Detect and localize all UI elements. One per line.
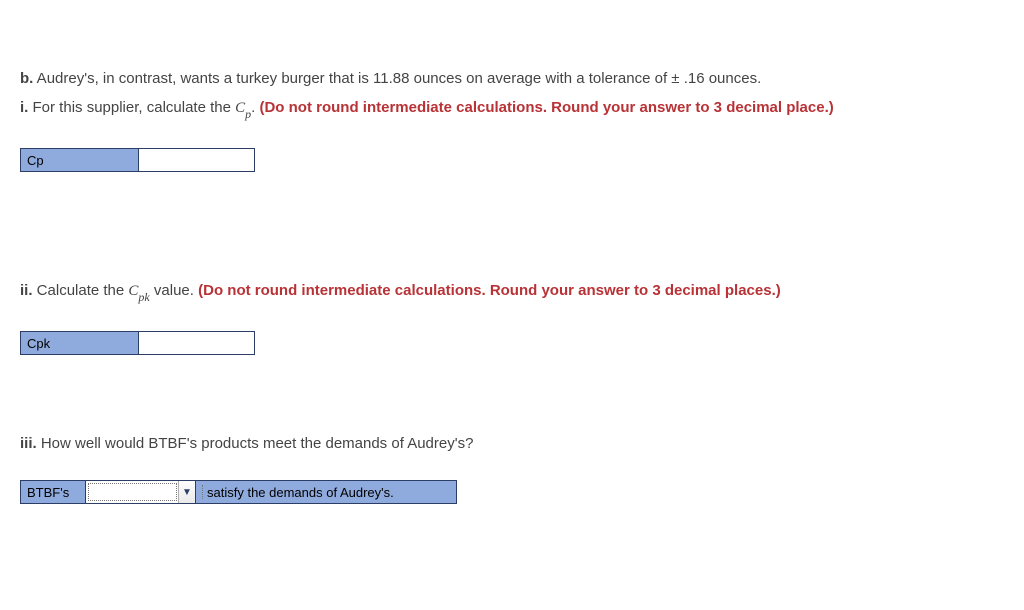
chevron-down-icon: ▼ <box>178 481 195 503</box>
cp-var-base: C <box>235 100 245 116</box>
part-i-text-before: For this supplier, calculate the <box>28 99 235 116</box>
divider <box>202 485 203 499</box>
part-iii-label: iii. <box>20 435 37 452</box>
cpk-input[interactable] <box>139 332 254 354</box>
part-iii-text: How well would BTBF's products meet the … <box>37 435 474 452</box>
spacer <box>20 172 1004 282</box>
part-b-intro: b. Audrey's, in contrast, wants a turkey… <box>20 70 1004 87</box>
cp-answer-row: Cp <box>20 148 255 172</box>
btbf-label: BTBF's <box>21 481 86 503</box>
part-ii-text-before: Calculate the <box>33 282 129 299</box>
cp-var-sub: p <box>245 107 251 121</box>
part-ii-prompt: ii. Calculate the Cpk value. (Do not rou… <box>20 282 1004 303</box>
cpk-var-base: C <box>128 283 138 299</box>
btbf-tail: satisfy the demands of Audrey's. <box>196 481 456 503</box>
part-ii-label: ii. <box>20 282 33 299</box>
cpk-answer-cell <box>139 332 254 354</box>
cp-answer-cell <box>139 149 254 171</box>
spacer <box>20 355 1004 435</box>
part-ii-instruction: (Do not round intermediate calculations.… <box>194 282 781 299</box>
part-i-prompt: i. For this supplier, calculate the Cp. … <box>20 99 1004 120</box>
part-ii-text-after: value. <box>150 282 194 299</box>
cpk-var-sub: pk <box>138 290 149 304</box>
part-i-instruction: (Do not round intermediate calculations.… <box>255 99 833 116</box>
btbf-dropdown[interactable]: ▼ <box>86 481 196 503</box>
part-iii-prompt: iii. How well would BTBF's products meet… <box>20 435 1004 452</box>
cp-input[interactable] <box>139 149 254 171</box>
part-b-label: b. <box>20 70 33 87</box>
btbf-answer-row: BTBF's ▼ satisfy the demands of Audrey's… <box>20 480 457 504</box>
part-b-text: Audrey's, in contrast, wants a turkey bu… <box>33 70 761 87</box>
cpk-answer-label: Cpk <box>21 332 139 354</box>
cp-answer-label: Cp <box>21 149 139 171</box>
cpk-answer-row: Cpk <box>20 331 255 355</box>
btbf-tail-text: satisfy the demands of Audrey's. <box>207 485 394 500</box>
